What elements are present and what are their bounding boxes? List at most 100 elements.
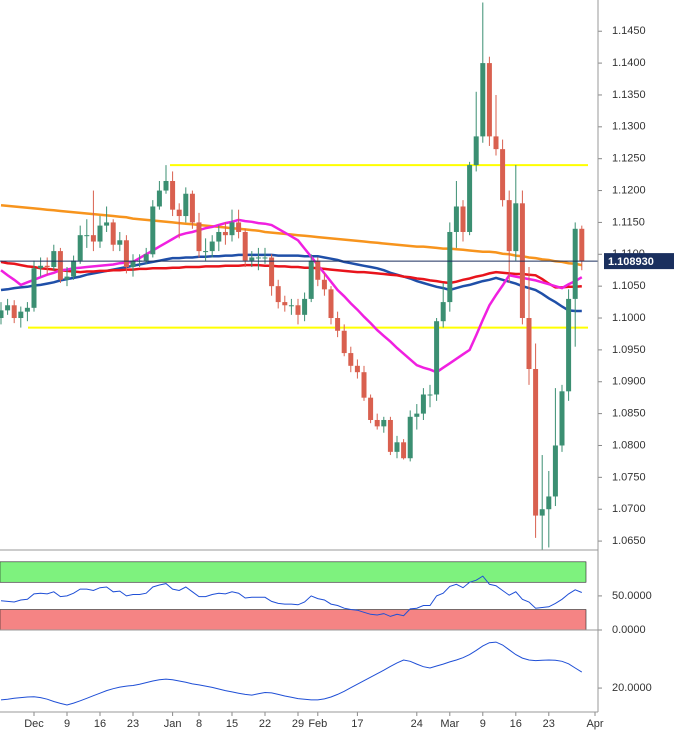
x-tick-label: 9 [64,718,70,730]
x-tick-label: 17 [351,718,363,730]
candle-body [552,445,558,497]
candle-body [44,265,50,268]
candle-body [77,235,83,261]
candle-body [302,298,308,315]
y-tick-label: 1.0850 [612,408,646,420]
candle-body [559,391,565,446]
candle-body [222,231,228,236]
candle-body [18,311,24,319]
candle-body [216,231,222,242]
candle-body [255,257,261,259]
x-tick-label: 15 [226,718,238,730]
y-tick-label: 1.1200 [612,184,646,196]
candle-body [170,180,176,210]
candle-body [183,193,189,217]
candle-body [500,149,506,201]
y-tick-label: 1.1250 [612,153,646,165]
candle-body [354,365,360,373]
candle-body [427,394,433,396]
candle-body [196,222,202,252]
x-tick-label: Apr [586,718,603,730]
x-tick-label: Dec [24,718,44,730]
candle-body [447,231,453,303]
candle-body [288,305,294,307]
candle-body [269,257,275,287]
y-tick-label: 1.1000 [612,312,646,324]
y-tick-label: 1.1300 [612,121,646,133]
candle-body [387,419,393,452]
candle-body [275,286,281,303]
candle-body [440,302,446,322]
candle-body [480,63,486,137]
candle-body [51,251,57,268]
indicator-line [0,641,583,706]
last-price-label: 1.108930 [608,256,654,268]
candle-body [407,416,413,459]
candle-body [506,200,512,252]
candle-body [533,369,539,516]
candle-body [513,203,519,252]
candle-body [163,180,169,191]
y-tick-label: 1.0700 [612,503,646,515]
x-tick-label: Jan [164,718,182,730]
candle-body [546,496,552,510]
candle-body [321,279,327,290]
candle-body [572,228,578,299]
candle-body [381,419,387,427]
candle-body [348,353,354,366]
x-tick-label: 9 [480,718,486,730]
y-tick-label: 1.1350 [612,89,646,101]
y-tick-label: 0.0000 [612,624,646,636]
candle-body [5,305,11,311]
y-tick-label: 1.0650 [612,535,646,547]
y-tick-label: 1.0750 [612,471,646,483]
candle-body [84,235,90,237]
candle-body [31,268,37,308]
candle-body [467,165,473,232]
candle-body [130,260,136,268]
candle-body [539,509,545,516]
y-tick-label: 20.0000 [612,682,652,694]
candle-body [38,265,44,269]
x-tick-label: 22 [259,718,271,730]
x-tick-label: 16 [94,718,106,730]
y-tick-label: 1.1450 [612,25,646,37]
candle-body [123,240,129,268]
x-tick-label: Mar [440,718,459,730]
candle-body [90,235,96,242]
candle-body [143,254,149,261]
candle-body [0,310,4,319]
candle-body [150,206,156,255]
candle-body [71,260,77,277]
x-tick-label: 23 [127,718,139,730]
indicator-line [0,260,582,289]
candle-body [117,240,123,245]
indicator-line [0,253,582,313]
candle-body [57,251,63,280]
candle-body [434,321,440,395]
candle-body [460,206,466,232]
candle-body [526,318,532,370]
candle-body [64,276,70,280]
x-tick-label: 29 [292,718,304,730]
candle-body [249,257,255,261]
candle-body [341,330,347,354]
candle-body [11,305,17,319]
candle-body [579,228,585,262]
candle-body [97,225,103,242]
x-tick-label: 8 [196,718,202,730]
zone [0,609,587,631]
zone [0,561,587,583]
candle-body [110,222,116,245]
candle-body [24,307,30,312]
candle-body [368,397,374,420]
candle-body [242,231,248,261]
candle-body [335,318,341,331]
candle-body [295,305,301,315]
indicator-line [0,203,583,267]
y-tick-label: 1.1400 [612,57,646,69]
candle-body [453,206,459,232]
candle-body [156,190,162,207]
candle-body [189,193,195,223]
